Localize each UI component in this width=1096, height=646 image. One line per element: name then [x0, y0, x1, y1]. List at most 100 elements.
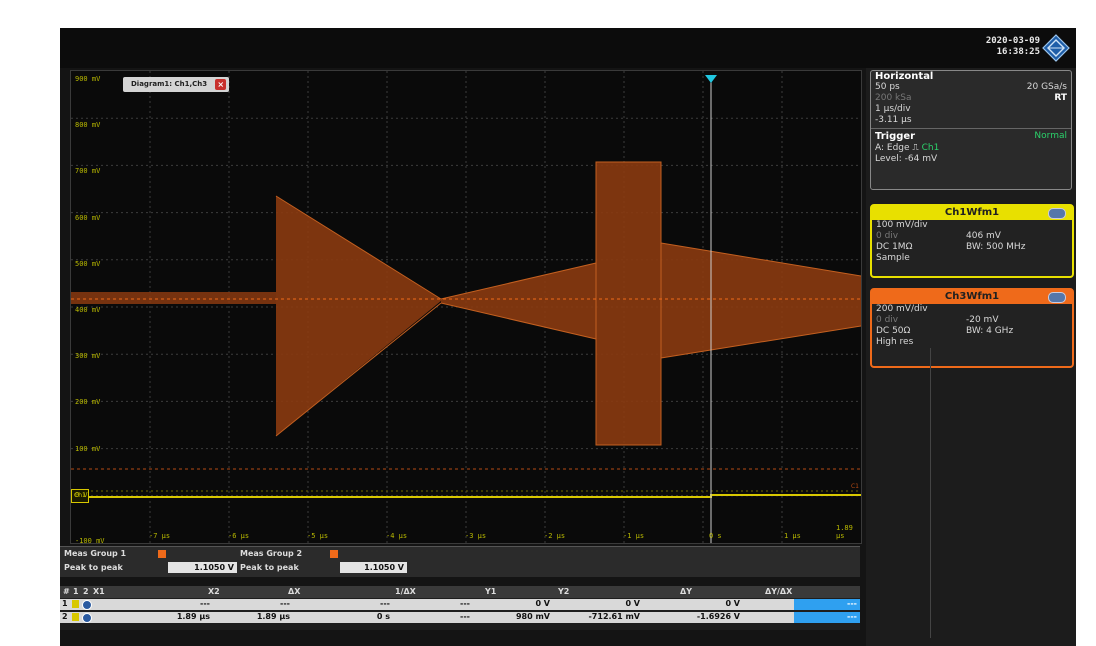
time-scale-row: 1 µs/div: [871, 104, 1071, 115]
row-number: 2: [62, 612, 68, 621]
col-inv-dx: 1/ΔX: [395, 587, 416, 596]
meas-group2-label: Meas Group 2: [240, 549, 303, 558]
ch3-title: Ch3Wfm1: [872, 290, 1072, 304]
ch3-coupling-row: DC 50Ω BW: 4 GHz: [872, 326, 1072, 337]
box-divider: [871, 128, 1071, 129]
position-row: -3.11 µs: [871, 115, 1071, 126]
horizontal-title: Horizontal: [875, 71, 934, 82]
time-scale-value: 1 µs/div: [875, 104, 911, 114]
meas-group1-value[interactable]: 1.1050 V: [168, 562, 237, 573]
trigger-title: Trigger: [875, 131, 916, 142]
trigger-source-value: Ch1: [921, 143, 940, 153]
row-number: 1: [62, 599, 68, 608]
record-length-value: 200 kSa: [875, 93, 912, 103]
cursor-source-icon: [72, 600, 79, 608]
x-tick-label: 1.89 µs: [836, 524, 853, 540]
cell-inv-dx: ---: [460, 599, 470, 608]
ch1-coupling-row: DC 1MΩ BW: 500 MHz: [872, 242, 1072, 253]
ch3-offset-div: 0 div: [876, 315, 899, 325]
ch3-settings-box[interactable]: Ch3Wfm1 200 mV/div 0 div -20 mV DC 50Ω B…: [870, 288, 1074, 368]
cell-x1: ---: [200, 599, 210, 608]
resolution-row: 50 ps 20 GSa/s: [871, 82, 1071, 93]
y-tick-label: 200 mV: [75, 398, 101, 407]
ch1-acq-row: Sample: [872, 253, 1072, 264]
trigger-type-row: A: Edge ⎍ Ch1: [871, 143, 1071, 154]
horizontal-trigger-box[interactable]: Horizontal 50 ps 20 GSa/s 200 kSa RT 1 µ…: [870, 70, 1072, 190]
cursor-enable-icon[interactable]: [82, 600, 92, 610]
date-time-display: 2020-03-09 16:38:25: [986, 36, 1040, 58]
trigger-type-value: A: Edge: [875, 143, 910, 153]
cell-x1: 1.89 µs: [176, 612, 210, 621]
cell-dy: 0 V: [725, 599, 740, 608]
x-tick-label: -1 µs: [623, 532, 645, 540]
ch3-toggle-icon[interactable]: [1048, 292, 1066, 303]
trigger-position-marker[interactable]: [705, 75, 717, 83]
cell-dy: -1.6926 V: [696, 612, 740, 621]
table-row[interactable]: 1 --- --- --- --- 0 V 0 V 0 V ---: [60, 599, 860, 610]
cell-inv-dx: ---: [460, 612, 470, 621]
cell-dydx-highlight: ---: [794, 612, 860, 623]
c1-marker-right: C1: [851, 483, 859, 490]
cell-y2: -712.61 mV: [588, 612, 640, 621]
col-x2: X2: [208, 587, 220, 596]
cell-dx: ---: [380, 599, 390, 608]
ch3-offset-row: 0 div -20 mV: [872, 315, 1072, 326]
measurement-bar[interactable]: Meas Group 1 Peak to peak 1.1050 V Meas …: [60, 546, 860, 577]
position-value: -3.11 µs: [875, 115, 912, 125]
x-tick-label: 0 s: [709, 532, 722, 540]
cell-y2: 0 V: [625, 599, 640, 608]
x-tick-label: 1 µs: [784, 532, 801, 540]
ch1-level-text: Ch1: [74, 492, 86, 499]
acq-mode-value: RT: [1054, 93, 1067, 103]
col-y2: Y2: [558, 587, 570, 596]
diagram-tab[interactable]: Diagram1: Ch1,Ch3 ×: [123, 77, 230, 92]
rohde-schwarz-diamond-icon[interactable]: [1042, 34, 1070, 62]
oscilloscope-screen: 2020-03-09 16:38:25: [60, 28, 1076, 646]
ch1-title-text: Ch1Wfm1: [944, 207, 1000, 218]
ch3-offset: -20 mV: [966, 315, 999, 325]
cursor-enable-icon[interactable]: [82, 613, 92, 623]
cell-dydx: ---: [847, 599, 857, 608]
ch1-scale-row: 100 mV/div: [872, 220, 1072, 231]
cell-y1: 980 mV: [515, 612, 550, 621]
ch1-offset-div: 0 div: [876, 231, 899, 241]
meas-group1-name: Peak to peak: [64, 563, 123, 572]
ch3-acq: High res: [876, 337, 914, 347]
ch1-settings-box[interactable]: Ch1Wfm1 100 mV/div 0 div 406 mV DC 1MΩ B…: [870, 204, 1074, 278]
close-icon[interactable]: ×: [215, 79, 227, 90]
y-tick-label: 400 mV: [75, 306, 101, 314]
trigger-mode-value: Normal: [1034, 131, 1067, 141]
ch1-scale: 100 mV/div: [876, 220, 928, 230]
cell-x2: ---: [280, 599, 290, 608]
col-y1: Y1: [485, 587, 497, 596]
cursor-table[interactable]: # 1 2 X1 X2 ΔX 1/ΔX Y1 Y2 ΔY ΔY/ΔX 1 ---…: [60, 586, 860, 630]
ch1-title: Ch1Wfm1: [872, 206, 1072, 220]
cursor-table-header: # 1 2 X1 X2 ΔX 1/ΔX Y1 Y2 ΔY ΔY/ΔX: [60, 586, 860, 598]
table-row[interactable]: 2 1.89 µs 1.89 µs 0 s --- 980 mV -712.61…: [60, 612, 860, 623]
date-text: 2020-03-09: [985, 36, 1040, 46]
meas-group2-value[interactable]: 1.1050 V: [340, 562, 407, 573]
meas-group2-color-icon: [330, 550, 338, 558]
top-status-bar: 2020-03-09 16:38:25: [60, 28, 1076, 68]
right-settings-panel: Horizontal 50 ps 20 GSa/s 200 kSa RT 1 µ…: [866, 68, 1076, 646]
cursor-source-icon: [72, 613, 79, 621]
ch1-level-marker[interactable]: Ch1: [71, 489, 89, 503]
col-dy: ΔY: [680, 587, 692, 596]
y-tick-label: 800 mV: [75, 121, 101, 130]
cell-dydx-highlight: ---: [794, 599, 860, 610]
y-tick-label: 600 mV: [75, 213, 101, 222]
meas-group2-name: Peak to peak: [240, 563, 299, 572]
ch1-coupling: DC 1MΩ: [876, 242, 913, 252]
ch3-acq-row: High res: [872, 337, 1072, 348]
col-x1: X1: [93, 587, 105, 596]
rising-edge-icon: ⎍: [912, 143, 919, 153]
ch1-toggle-icon[interactable]: [1048, 208, 1066, 219]
sample-rate-value: 20 GSa/s: [1026, 82, 1067, 92]
waveform-diagram[interactable]: Ch1 C1 Diagram1: Ch1,Ch3 × 900 mV 800 mV 7…: [70, 70, 862, 545]
waveform-plot[interactable]: [71, 71, 861, 543]
cell-dydx: ---: [847, 612, 857, 621]
x-tick-label: -3 µs: [465, 532, 487, 540]
ch3-coupling: DC 50Ω: [876, 326, 911, 336]
time-text: 16:38:25: [996, 47, 1040, 57]
x-tick-label: -7 µs: [149, 532, 171, 540]
